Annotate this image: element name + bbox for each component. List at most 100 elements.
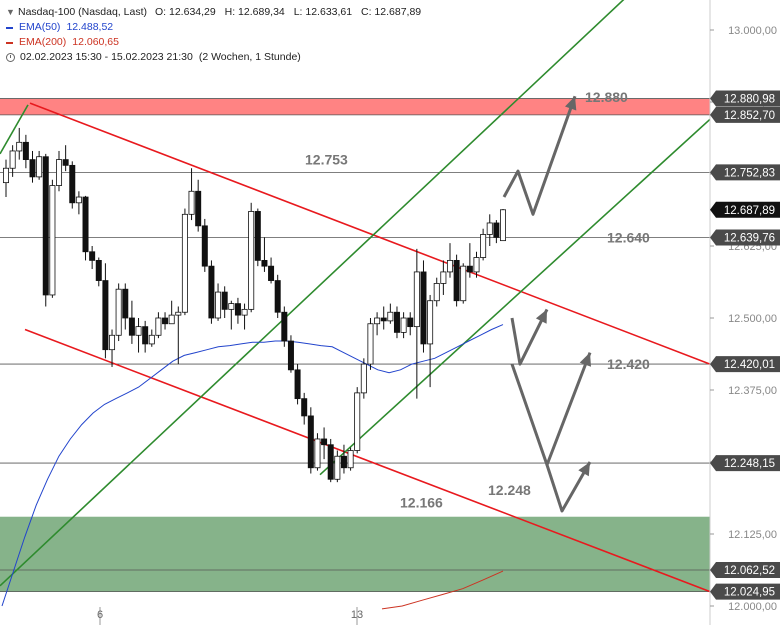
low-value: L: 12.633,61 xyxy=(293,6,353,18)
price-tag xyxy=(710,561,780,578)
candle-body xyxy=(466,265,473,273)
resistance-zone xyxy=(0,98,710,115)
instrument-name: Nasdaq-100 (Nasdaq, Last) xyxy=(18,6,147,18)
x-tick-label: 6 xyxy=(97,609,103,621)
candle-body xyxy=(314,438,321,469)
candle-body xyxy=(188,190,195,215)
price-tag-label: 12.420,01 xyxy=(724,359,775,371)
candle-body xyxy=(168,314,175,325)
candle-body xyxy=(254,211,261,261)
candle-body xyxy=(274,280,281,313)
candle-body xyxy=(453,259,460,302)
candle-body xyxy=(327,444,334,480)
candle-body xyxy=(248,211,255,310)
candle-body xyxy=(360,363,367,394)
candle-body xyxy=(3,167,9,184)
price-tag xyxy=(710,455,780,472)
candle-body xyxy=(380,317,387,322)
level-annotations: 12.880 12.753 12.640 12.420 12.248 12.166 xyxy=(305,89,650,510)
candle-body xyxy=(340,455,347,469)
candle-body xyxy=(56,159,63,186)
level-annotation: 12.880 xyxy=(585,89,628,105)
candle-body xyxy=(228,303,235,310)
candle-body xyxy=(354,392,361,451)
ema200-swatch xyxy=(6,41,13,44)
level-annotation: 12.640 xyxy=(607,229,650,245)
arrow-head xyxy=(579,352,591,367)
left-green-line xyxy=(0,104,29,155)
candle-body xyxy=(347,450,354,469)
candle-body xyxy=(155,317,162,336)
scenario-arrow xyxy=(545,461,592,513)
arrow-head xyxy=(535,309,547,324)
y-tick-label: 12.125,00 xyxy=(728,529,777,541)
candle-body xyxy=(122,288,129,319)
candle-body xyxy=(440,271,447,284)
arrow-head xyxy=(578,462,590,477)
price-tag xyxy=(710,229,780,246)
price-tag xyxy=(710,106,780,123)
candle-body xyxy=(95,259,102,281)
candle-body xyxy=(301,398,308,417)
candle-body xyxy=(175,311,182,316)
candle-body xyxy=(69,164,76,204)
y-tick-label: 12.375,00 xyxy=(728,385,777,397)
candle-body xyxy=(241,308,248,316)
level-annotation: 12.420 xyxy=(607,356,650,372)
candle-body xyxy=(287,340,294,371)
candle-body xyxy=(334,455,341,480)
scenario-arrows xyxy=(502,95,592,513)
candle-body xyxy=(29,159,36,178)
candlesticks xyxy=(3,127,506,483)
y-tick-label: 12.000,00 xyxy=(728,601,777,613)
legend-title-row[interactable]: ▼ Nasdaq-100 (Nasdaq, Last) O: 12.634,29… xyxy=(6,5,427,20)
candle-body xyxy=(115,288,122,336)
scenario-arrow xyxy=(502,95,577,216)
ema50-label: EMA(50) xyxy=(19,21,61,33)
level-annotation: 12.166 xyxy=(400,494,443,510)
y-tick-label: 12.500,00 xyxy=(728,313,777,325)
candle-body xyxy=(400,317,407,333)
price-tag xyxy=(710,583,780,600)
candle-body xyxy=(215,291,222,319)
price-tag xyxy=(710,356,780,373)
candle-body xyxy=(281,311,288,342)
collapse-chevron-icon[interactable]: ▼ xyxy=(6,7,15,17)
price-tag xyxy=(710,90,780,107)
candle-body xyxy=(480,234,487,258)
candle-body xyxy=(486,222,493,235)
candle-body xyxy=(142,326,149,345)
lower-red-trend-line xyxy=(24,328,711,593)
candle-body xyxy=(42,156,49,296)
ema50-swatch xyxy=(6,26,13,29)
candle-body xyxy=(374,317,381,325)
candle-body xyxy=(128,317,135,336)
candle-body xyxy=(433,283,440,302)
candle-body xyxy=(148,334,155,345)
level-annotation: 12.248 xyxy=(488,482,531,498)
candle-body xyxy=(307,415,314,469)
legend-ema200-row[interactable]: EMA(200) 12.060,65 xyxy=(6,35,427,50)
trend-lines xyxy=(0,0,711,593)
candle-body xyxy=(162,317,169,325)
candle-body xyxy=(89,251,96,261)
candle-body xyxy=(413,271,420,328)
scenario-arrow xyxy=(510,308,549,366)
y-tick-label: 13.000,00 xyxy=(728,25,777,37)
legend-ema50-row[interactable]: EMA(50) 12.488,52 xyxy=(6,20,427,35)
candle-body xyxy=(75,196,82,204)
price-tag-label: 12.687,89 xyxy=(724,205,775,217)
candle-body xyxy=(367,323,374,365)
interval-label: (2 Wochen, 1 Stunde) xyxy=(198,51,301,63)
candle-body xyxy=(321,438,328,446)
ema-lines xyxy=(1,324,504,610)
time-axis: 6 13 xyxy=(97,607,363,625)
upper-green-channel-line xyxy=(0,0,625,587)
candle-body xyxy=(82,196,89,253)
price-tag-label: 12.248,15 xyxy=(724,458,775,470)
candle-body xyxy=(181,213,188,313)
close-value: C: 12.687,89 xyxy=(361,6,422,18)
candle-body xyxy=(9,150,16,169)
candle-body xyxy=(201,225,208,267)
